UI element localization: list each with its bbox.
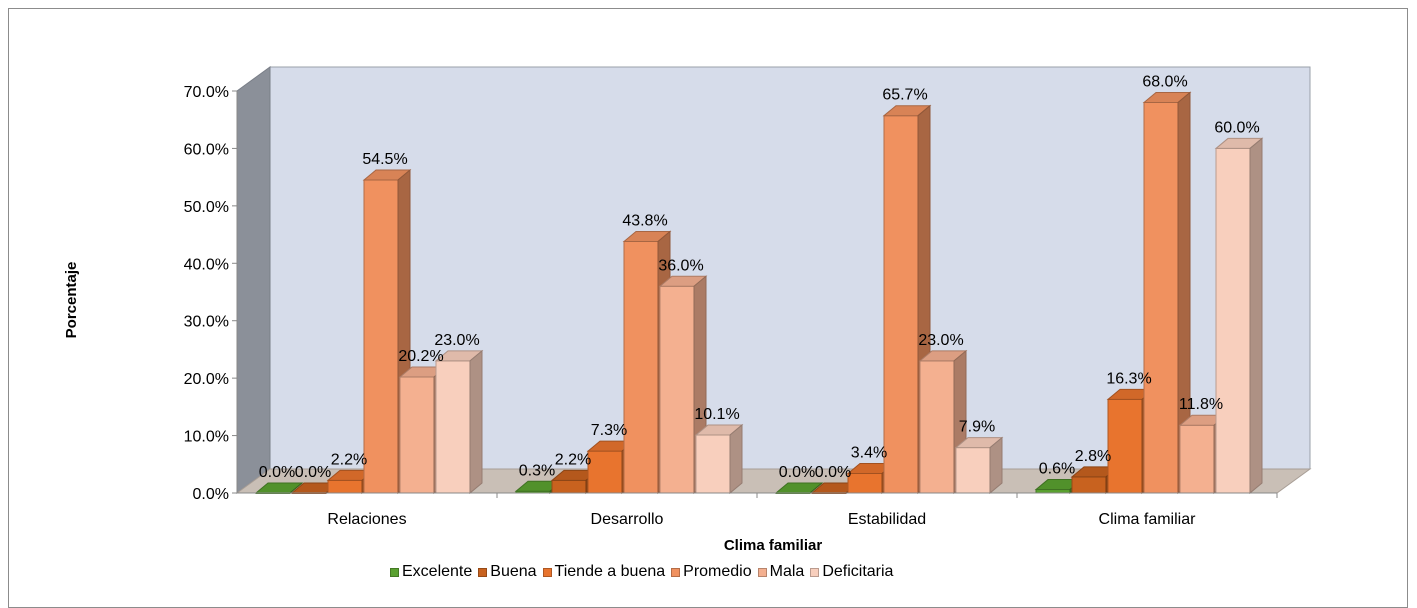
x-axis: Relaciones Desarrollo Estabilidad Clima fam…	[237, 492, 1278, 528]
bar-front	[955, 447, 991, 494]
legend-swatch	[542, 567, 552, 577]
legend-item: Mala	[757, 563, 805, 581]
bar-front	[1107, 398, 1143, 494]
legend-swatch	[757, 567, 767, 577]
legend-label: Mala	[769, 563, 805, 580]
bar-front	[883, 115, 919, 494]
bar-side	[809, 482, 823, 494]
data-label: 23.0%	[918, 332, 963, 349]
bar-front	[1179, 424, 1215, 494]
y-axis: 0.0% 10.0% 20.0% 30.0% 40.0% 50.0% 60.0% 70.0%	[184, 84, 238, 503]
legend: Excelente Buena Tiende a buena Promedio Mala…	[390, 561, 1070, 583]
bar-front	[1215, 147, 1251, 494]
bar	[1214, 137, 1264, 495]
legend-swatch	[390, 567, 399, 577]
data-label: 60.0%	[1214, 119, 1259, 136]
bar-front	[659, 285, 695, 494]
bar-front	[327, 479, 363, 494]
data-label: 0.0%	[259, 464, 295, 481]
legend-label: Excelente	[402, 563, 473, 580]
bar-front	[919, 360, 955, 494]
x-category-label: Desarrollo	[591, 511, 664, 528]
legend-swatch	[810, 567, 820, 577]
bar	[434, 349, 484, 495]
legend-item: Buena	[478, 563, 537, 581]
x-category-label: Clima familiar	[1099, 511, 1197, 528]
bar-front	[1071, 476, 1107, 494]
data-label: 7.9%	[959, 419, 995, 436]
data-label: 16.3%	[1106, 370, 1151, 387]
y-tick-label: 20.0%	[184, 371, 229, 388]
legend-item: Deficitaria	[810, 563, 893, 581]
y-axis-title: Porcentaje	[63, 262, 80, 339]
bar-front	[695, 434, 731, 494]
data-label: 23.0%	[434, 332, 479, 349]
data-label: 0.3%	[519, 462, 555, 479]
bar	[1142, 91, 1192, 495]
bar	[694, 423, 744, 495]
legend-swatch	[671, 567, 681, 577]
y-tick-label: 60.0%	[184, 141, 229, 158]
data-labels: 0.0% 0.0%2.2%54.5%20.2%23.0%0.3%2.2%7.3%4…	[259, 73, 1260, 481]
legend-label: Deficitaria	[822, 563, 894, 580]
data-label: 3.4%	[851, 444, 887, 461]
data-label: 0.0%	[779, 464, 815, 481]
data-label: 0.0%	[295, 464, 331, 481]
legend-label: Promedio	[683, 563, 752, 580]
y-tick-label: 50.0%	[184, 199, 229, 216]
bar-front	[435, 360, 471, 494]
bar	[954, 436, 1004, 495]
bar-front	[551, 479, 587, 494]
y-tick-label: 10.0%	[184, 429, 229, 446]
data-label: 68.0%	[1142, 73, 1187, 90]
data-label: 36.0%	[658, 257, 703, 274]
x-axis-title: Clima familiar	[724, 537, 823, 554]
data-label: 43.8%	[622, 212, 667, 229]
data-label: 65.7%	[882, 87, 927, 104]
bar-side	[989, 436, 1003, 495]
y-tick-label: 70.0%	[184, 84, 229, 101]
bar-front	[587, 450, 623, 494]
y-tick-label: 40.0%	[184, 256, 229, 273]
bar	[658, 275, 708, 495]
legend-label: Buena	[490, 563, 537, 580]
data-label: 0.0%	[815, 464, 851, 481]
x-category-label: Estabilidad	[848, 511, 926, 528]
data-label: 7.3%	[591, 422, 627, 439]
bar-side	[729, 423, 743, 495]
data-label: 11.8%	[1179, 396, 1223, 413]
data-label: 2.2%	[331, 451, 367, 468]
bar-front	[623, 240, 659, 494]
legend-item: Promedio	[671, 563, 752, 581]
legend-item: Excelente	[390, 563, 472, 581]
legend-swatch	[478, 567, 488, 577]
bar-side	[289, 482, 303, 494]
data-label: 20.2%	[398, 348, 443, 365]
bar-front	[1035, 489, 1071, 494]
legend-label: Tiende a buena	[554, 563, 666, 580]
bar-front	[363, 179, 399, 494]
bar-side	[1249, 137, 1263, 495]
bar-series	[254, 91, 1264, 495]
y-tick-label: 30.0%	[184, 314, 229, 331]
bar-side	[469, 349, 483, 495]
side-wall	[236, 66, 271, 494]
x-category-label: Relaciones	[327, 511, 406, 528]
data-label: 2.2%	[555, 451, 591, 468]
bar-front	[399, 376, 435, 494]
legend-item: Tiende a buena	[542, 563, 666, 581]
data-label: 54.5%	[362, 151, 407, 168]
data-label: 2.8%	[1075, 448, 1111, 465]
bar-front	[1143, 101, 1179, 494]
data-label: 0.6%	[1039, 461, 1075, 478]
bar-front	[847, 472, 883, 494]
y-tick-label: 0.0%	[193, 486, 229, 503]
data-label: 10.1%	[694, 406, 739, 423]
